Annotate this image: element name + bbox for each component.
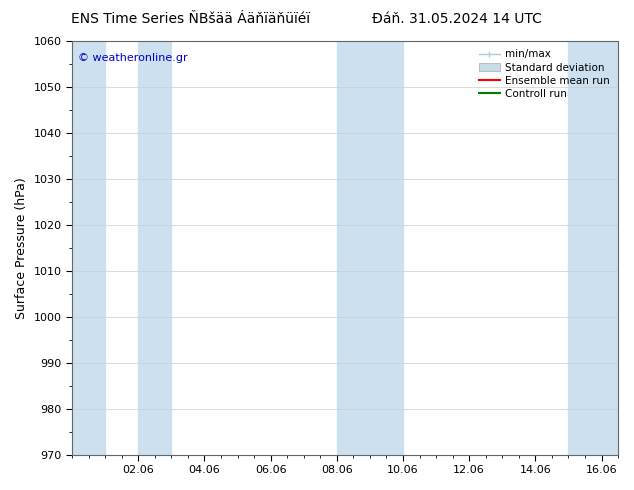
Bar [569, 41, 618, 455]
Legend: min/max, Standard deviation, Ensemble mean run, Controll run: min/max, Standard deviation, Ensemble me… [476, 46, 613, 102]
Bar [138, 41, 171, 455]
Text: ENS Time Series ŇBšää Áäňïäňüïéï: ENS Time Series ŇBšää Áäňïäňüïéï [71, 12, 309, 26]
Text: © weatheronline.gr: © weatheronline.gr [77, 53, 187, 64]
Bar [72, 41, 105, 455]
Bar [337, 41, 370, 455]
Text: Ðáň. 31.05.2024 14 UTC: Ðáň. 31.05.2024 14 UTC [372, 12, 541, 26]
Bar [370, 41, 403, 455]
Y-axis label: Surface Pressure (hPa): Surface Pressure (hPa) [15, 177, 28, 318]
